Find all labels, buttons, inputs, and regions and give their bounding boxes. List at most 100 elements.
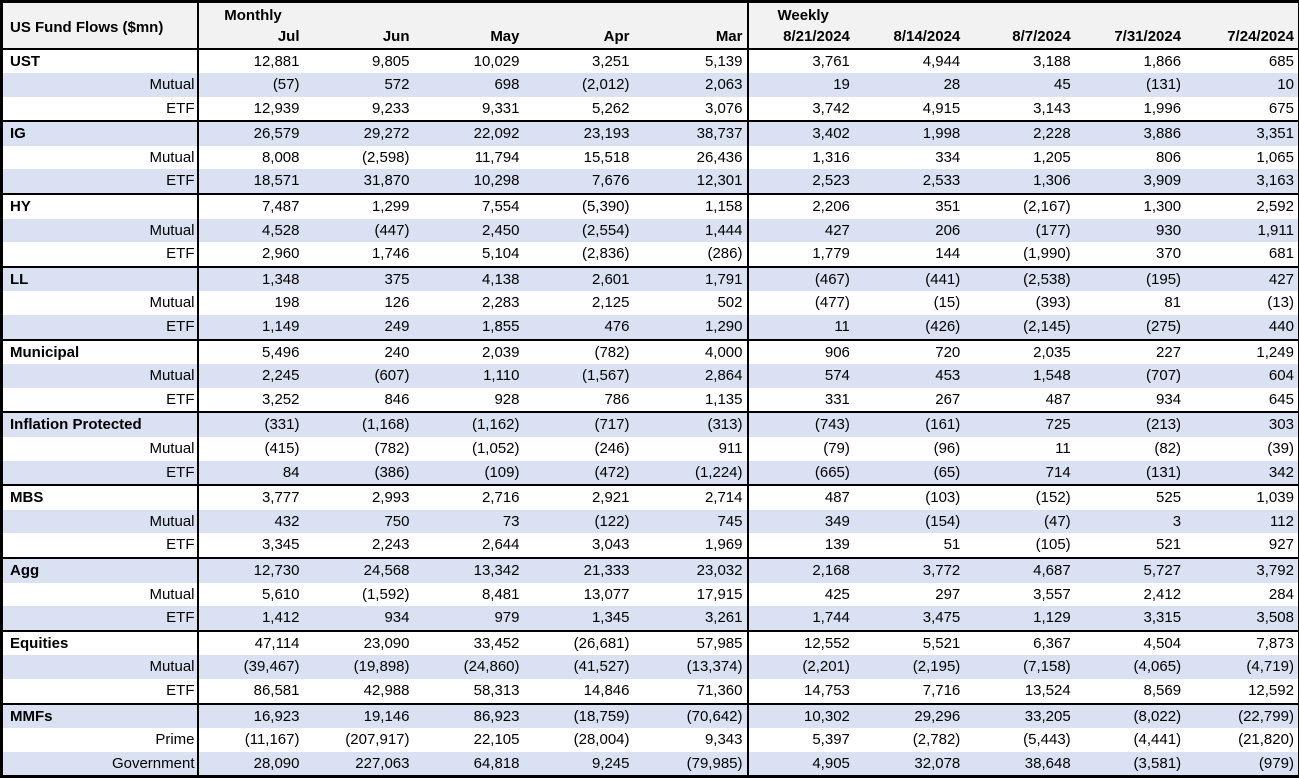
cell-monthly-value: 3,777 [197,484,308,510]
row-sub-label: Mutual [1,218,199,243]
col-header-month: Apr [527,27,638,49]
row-group-label: LL [1,265,199,292]
cell-weekly-value: 487 [747,484,858,510]
row-sub-label: Mutual [1,145,199,170]
cell-monthly-value: 24,568 [307,556,418,583]
cell-monthly-value: 57,985 [637,629,749,656]
col-header-month: Mar [637,27,749,49]
cell-weekly-value: 574 [824,367,850,385]
cell-weekly-value: 4,905 [812,754,850,772]
cell-monthly-value: 1,791 [637,265,749,292]
cell-weekly-value: (131) [1146,76,1182,94]
cell-monthly-value: 2,864 [637,364,749,388]
cell-weekly-value: 139 [824,536,850,554]
cell-weekly-value: 930 [1156,221,1182,239]
row-sub-label: ETF [1,678,199,704]
cell-weekly-value: (161) [857,411,969,437]
cell-monthly-value: 3,252 [261,390,300,408]
cell-monthly-value: 786 [604,390,630,408]
col-header-month: Jul [197,27,308,49]
cell-monthly-value: (246) [594,440,630,457]
cell-monthly-value: (24,860) [463,658,520,676]
cell-weekly-value: 427 [1189,265,1299,292]
cell-monthly-value: 17,915 [637,582,749,607]
cell-monthly-value: 1,444 [637,218,749,243]
cell-weekly-value: 3,557 [1033,585,1071,603]
header-spacer [307,1,418,28]
cell-monthly-value: 1,345 [591,609,630,627]
cell-monthly-value: (109) [484,463,520,481]
cell-weekly-value: (195) [1078,265,1190,292]
header-spacer [968,1,1079,28]
cell-weekly-value: 28 [943,76,961,94]
table-row: UST 12,881 9,805 10,029 3,251 5,139 3,761 4,944… [1,47,1299,74]
cell-monthly-value: 198 [274,294,300,312]
cell-monthly-value: (39,467) [243,658,300,676]
cell-weekly-value: 1,129 [1033,609,1071,627]
cell-monthly-value: 502 [637,291,749,316]
cell-monthly-value: (57) [272,76,300,94]
cell-weekly-value: 4,687 [968,556,1079,583]
cell-weekly-value: 3,886 [1078,120,1190,146]
cell-weekly-value: 29,296 [857,702,969,729]
cell-weekly-value: (393) [1035,294,1071,312]
cell-monthly-value: (1,052) [471,440,520,457]
cell-monthly-value: 1,299 [307,193,418,219]
row-sub-label: Mutual [1,73,199,97]
cell-weekly-value: (152) [968,484,1079,510]
cell-weekly-value: 521 [1156,536,1182,554]
cell-monthly-value: 7,554 [417,193,528,219]
cell-weekly-value: (8,022) [1078,702,1190,729]
header-spacer [417,1,528,28]
cell-weekly-value: 685 [1189,47,1299,74]
cell-monthly-value: (1,567) [581,367,630,385]
cell-monthly-value: 1,855 [481,318,520,336]
cell-monthly-value: (26,681) [527,629,638,656]
cell-monthly-value: 71,360 [637,678,749,704]
cell-weekly-value: 334 [935,148,961,166]
cell-monthly-value: (386) [374,463,410,481]
cell-weekly-value: 1,866 [1078,47,1190,74]
cell-monthly-value: 4,000 [637,338,749,365]
cell-weekly-value: 10 [1277,76,1294,94]
cell-weekly-value: 675 [1268,99,1294,117]
row-sub-label: Mutual [1,437,199,461]
cell-weekly-value: 13,524 [1024,681,1071,699]
cell-weekly-value: (177) [1035,221,1071,239]
cell-weekly-value: (2,538) [968,265,1079,292]
cell-monthly-value: 240 [307,338,418,365]
col-header-week: 8/14/2024 [857,27,969,49]
cell-monthly-value: 3,076 [637,96,749,122]
cell-monthly-value: 42,988 [363,681,410,699]
cell-weekly-value: 934 [1156,390,1182,408]
cell-monthly-value: (13,374) [637,655,749,679]
cell-weekly-value: (131) [1146,463,1182,481]
cell-monthly-value: 12,881 [197,47,308,74]
cell-monthly-value: 750 [384,512,410,530]
cell-monthly-value: 2,125 [591,294,630,312]
cell-weekly-value: 3,163 [1256,172,1294,190]
table-row: ETF 84 (386) (109) (472) (1,224) (665) (65) 714 (… [1,460,1299,486]
cell-monthly-value: 5,610 [261,585,300,603]
table-row: MMFs 16,923 19,146 86,923 (18,759) (70,642) 10… [1,702,1299,729]
cell-monthly-value: 5,262 [591,99,630,117]
cell-monthly-value: 4,528 [261,221,300,239]
cell-weekly-value: 331 [824,390,850,408]
cell-weekly-value: (1,990) [1023,245,1071,263]
cell-weekly-value: 2,533 [922,172,961,190]
cell-monthly-value: (607) [374,367,410,385]
col-header-week: 7/31/2024 [1078,27,1190,49]
cell-monthly-value: 4,138 [417,265,528,292]
cell-monthly-value: 5,496 [197,338,308,365]
cell-weekly-value: 1,249 [1189,338,1299,365]
cell-monthly-value: 928 [494,390,520,408]
cell-monthly-value: 2,283 [481,294,520,312]
cell-weekly-value: 487 [1045,390,1071,408]
cell-weekly-value: (4,719) [1246,658,1294,676]
cell-monthly-value: 2,921 [527,484,638,510]
col-header-week: 8/7/2024 [968,27,1079,49]
cell-weekly-value: (39) [1267,440,1294,457]
cell-monthly-value: 19,146 [307,702,418,729]
cell-monthly-value: (19,898) [353,658,410,676]
row-sub-label: Mutual [1,364,199,388]
